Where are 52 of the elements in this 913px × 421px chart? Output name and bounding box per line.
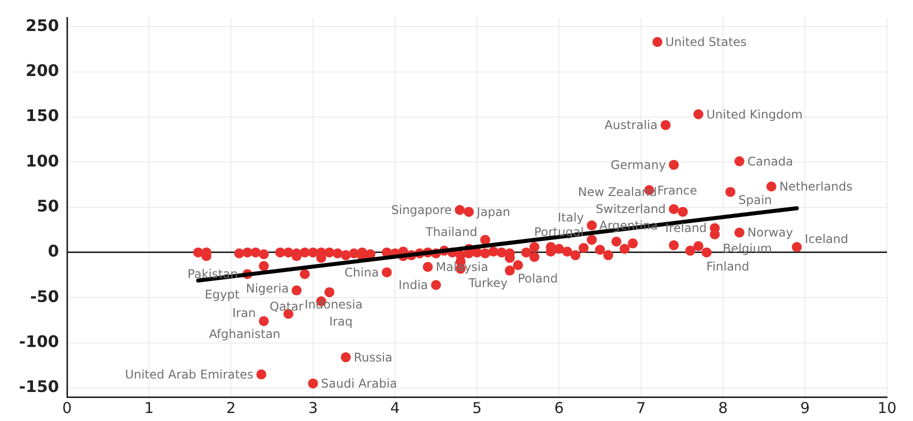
annotation: Indonesia [304, 298, 363, 312]
x-tick-label: 4 [390, 398, 400, 417]
annotation: Norway [747, 226, 793, 240]
annotation: Nigeria [246, 281, 289, 296]
annotation: India [398, 278, 428, 292]
annotation: China [344, 265, 379, 280]
y-tick-label: 150 [26, 106, 59, 126]
annotation: United States [665, 35, 747, 50]
annotation: Spain [738, 193, 772, 208]
y-tick-label: -150 [18, 377, 59, 396]
x-tick-label: 7 [636, 398, 646, 417]
annotation: Egypt [204, 287, 240, 302]
y-tick-label: 200 [26, 60, 59, 80]
x-tick-label: 1 [144, 398, 154, 417]
annotation: France [657, 183, 698, 198]
y-tick-label: 0 [48, 242, 59, 261]
annotation: Singapore [391, 203, 452, 218]
annotation: Ireland [665, 221, 707, 236]
x-tick-label: 6 [554, 398, 564, 417]
x-tick-label: 2 [226, 398, 236, 417]
annotation: Iran [232, 306, 256, 320]
annotation: Poland [518, 272, 558, 286]
annotation: Italy [558, 210, 584, 224]
annotation: Portugal [534, 224, 584, 239]
annotation: Switzerland [596, 202, 666, 216]
x-tick-label: 0 [62, 398, 72, 417]
y-tick-label: 50 [36, 196, 59, 216]
annotation: Qatar [270, 299, 304, 314]
annotation: Turkey [468, 276, 508, 290]
annotation: Netherlands [779, 180, 853, 194]
x-tick-label: 3 [308, 398, 318, 417]
y-tick-label: -50 [30, 286, 59, 306]
annotation: Canada [747, 154, 794, 168]
annotation: Iraq [329, 314, 353, 328]
annotation: Germany [610, 158, 666, 172]
annotation: Saudi Arabia [321, 376, 398, 391]
annotation: Russia [354, 350, 392, 364]
x-tick-label: 8 [718, 398, 728, 417]
x-tick-label: 5 [472, 398, 482, 417]
annotation: Thailand [424, 224, 478, 239]
annotation: United Kingdom [706, 107, 803, 122]
y-tick-label: 100 [26, 151, 59, 170]
y-tick-label: 250 [26, 16, 59, 35]
annotation: Afghanistan [208, 327, 280, 342]
y-tick-label: -100 [18, 332, 59, 351]
annotation: United Arab Emirates [124, 368, 254, 382]
x-tick-label: 10 [877, 398, 897, 417]
annotation: Iceland [804, 232, 848, 246]
annotation: Japan [476, 204, 510, 219]
annotation: Finland [706, 259, 750, 274]
x-tick-label: 9 [800, 398, 810, 417]
annotation: Australia [604, 118, 658, 132]
